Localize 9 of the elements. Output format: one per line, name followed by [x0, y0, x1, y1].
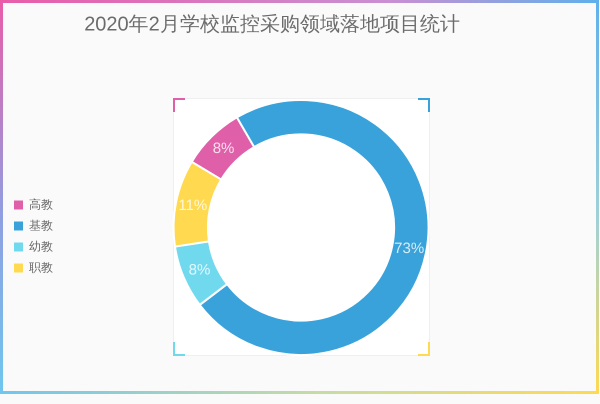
data-label: 8% [188, 262, 210, 279]
chart-title: 2020年2月学校监控采购领域落地项目统计 [84, 14, 460, 36]
data-label: 11% [178, 197, 208, 214]
data-label: 8% [212, 140, 234, 158]
legend-label: 职教 [29, 260, 53, 274]
legend-label: 基教 [29, 218, 53, 232]
legend-label: 高教 [29, 197, 53, 212]
legend-label: 幼教 [29, 239, 53, 254]
data-label: 73% [394, 240, 424, 258]
